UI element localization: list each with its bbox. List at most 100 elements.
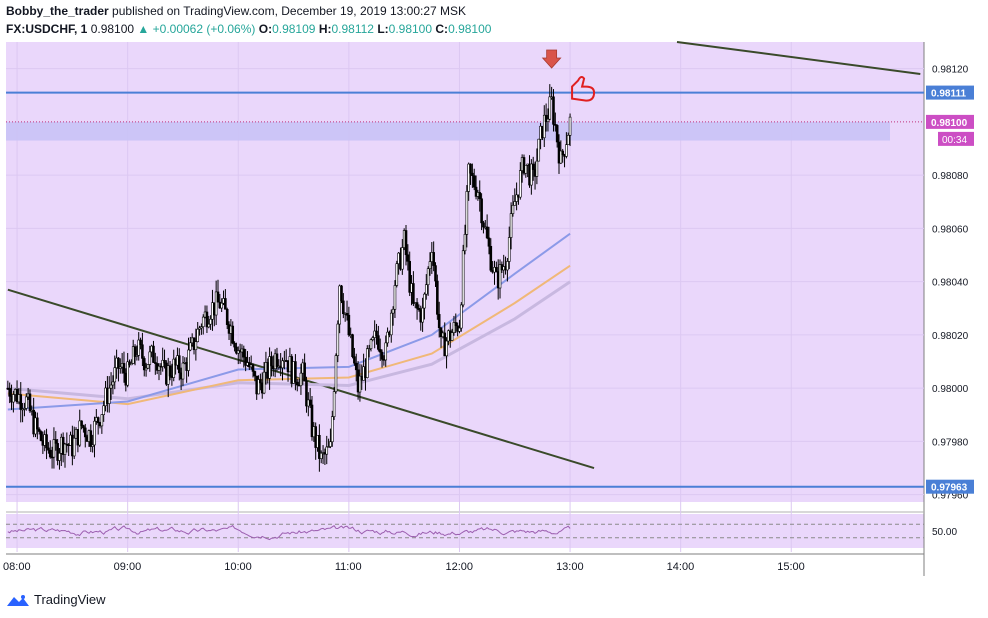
candle-down [412, 283, 415, 304]
candle-up [146, 364, 150, 369]
high-label: H: [318, 22, 332, 36]
candle-down [83, 427, 87, 438]
candle-down [80, 420, 83, 426]
candle-up [366, 348, 369, 378]
open-value: 0.98109 [272, 22, 316, 36]
candle-up [12, 394, 15, 403]
candle-down [478, 192, 482, 200]
level-tag-0 [926, 85, 974, 100]
candle-down [225, 309, 229, 325]
candle-up [386, 331, 389, 344]
price-change: ▲ +0.00062 (+0.06%) [137, 22, 256, 36]
candle-up [421, 307, 424, 323]
candle-down [45, 434, 48, 449]
candle-down [454, 322, 458, 327]
candle-down [495, 267, 498, 272]
y-tick-label: 0.97980 [932, 437, 969, 448]
low-value: 0.98100 [388, 22, 433, 36]
candle-down [82, 425, 85, 429]
candle-down [305, 380, 308, 407]
candle-up [401, 247, 404, 270]
candle-up [78, 420, 82, 446]
candle-down [28, 393, 32, 412]
x-tick-label: 11:00 [335, 561, 362, 573]
candle-down [308, 399, 312, 406]
current-price-tag-label: 0.98100 [931, 118, 968, 129]
ohlc-legend: FX:USDCHF, 1 0.98100 ▲ +0.00062 (+0.06%)… [6, 22, 491, 36]
candle-up [91, 444, 94, 447]
candle-up [109, 384, 113, 389]
candle-down [436, 280, 439, 315]
candle-down [380, 351, 384, 360]
candle-down [404, 230, 408, 256]
candle-up [181, 362, 185, 380]
x-tick-label: 08:00 [3, 561, 31, 573]
countdown-tag [938, 131, 974, 146]
candle-down [242, 348, 246, 358]
candle-up [524, 164, 528, 174]
candle-up [281, 360, 284, 369]
candle-up [327, 446, 330, 448]
candle-up [189, 342, 192, 351]
candle-down [295, 381, 299, 386]
open-label: O: [258, 22, 273, 36]
candle-down [233, 342, 236, 348]
candle-up [506, 261, 509, 271]
candle-up [463, 234, 467, 252]
candle-down [482, 222, 485, 228]
close-label: C: [435, 22, 449, 36]
candle-up [325, 446, 329, 455]
candle-up [515, 194, 518, 202]
candle-up [546, 118, 550, 122]
candle-up [102, 405, 105, 415]
brand-name[interactable]: TradingView [34, 592, 106, 607]
candle-up [209, 318, 212, 325]
candle-up [329, 441, 332, 447]
high-value: 0.98112 [331, 22, 374, 36]
candle-up [537, 138, 541, 162]
candle-up [24, 396, 28, 409]
candle-up [559, 150, 563, 164]
candle-down [96, 417, 100, 424]
candle-up [93, 420, 96, 446]
candle-up [332, 391, 336, 417]
candle-down [480, 198, 483, 224]
candle-up [196, 328, 200, 342]
candle-up [144, 367, 148, 371]
candle-up [338, 285, 341, 325]
level-tag-1 [926, 479, 974, 494]
candle-down [489, 245, 493, 271]
candle-up [268, 356, 271, 379]
author-name[interactable]: Bobby_the_trader [6, 4, 109, 18]
candle-down [224, 298, 227, 310]
candle-up [566, 135, 570, 145]
candle-down [437, 314, 441, 329]
candle-up [148, 351, 152, 365]
x-tick-label: 14:00 [667, 561, 695, 573]
candle-up [460, 304, 463, 329]
candle-down [342, 300, 345, 315]
x-tick-label: 10:00 [224, 561, 252, 573]
candle-up [369, 339, 373, 349]
candle-down [50, 456, 54, 459]
price-pane-background [6, 42, 924, 502]
candle-up [100, 414, 104, 427]
candle-up [63, 443, 67, 455]
candle-up [371, 337, 375, 341]
candle-up [452, 322, 456, 333]
candle-down [19, 394, 23, 410]
candle-down [56, 443, 59, 461]
rsi-line [7, 524, 571, 541]
candle-up [511, 205, 515, 214]
candle-up [367, 348, 371, 350]
x-tick-label: 09:00 [114, 561, 142, 573]
candle-down [469, 163, 472, 174]
symbol-label[interactable]: FX:USDCHF, 1 [6, 22, 88, 36]
candle-up [319, 452, 323, 459]
candle-up [498, 264, 502, 289]
low-label: L: [377, 22, 389, 36]
candle-down [303, 362, 306, 382]
candle-up [200, 326, 203, 329]
candle-down [353, 356, 356, 364]
